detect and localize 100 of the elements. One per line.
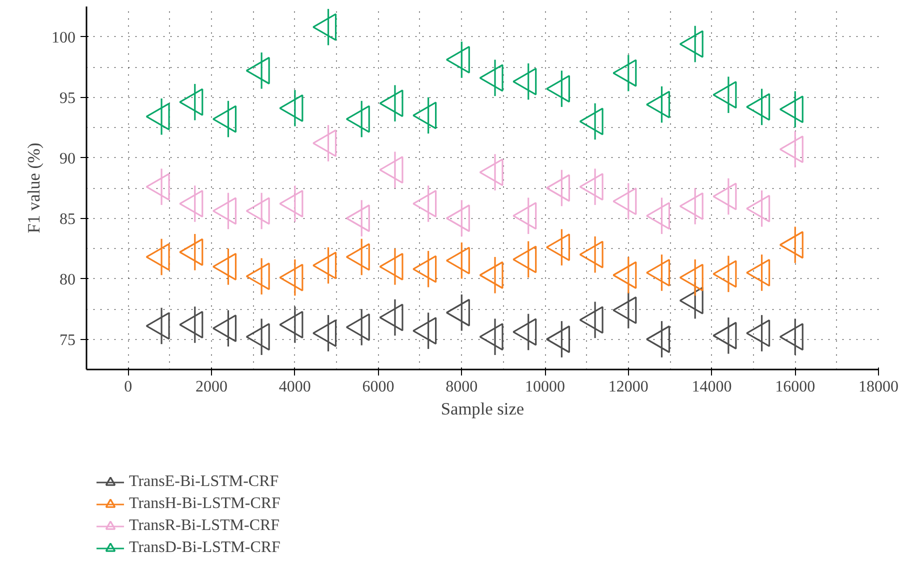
point <box>346 243 370 271</box>
point <box>379 156 404 184</box>
point <box>146 102 170 130</box>
y-tick-label: 80 <box>60 271 76 288</box>
point <box>412 190 437 218</box>
x-tick-label: 18000 <box>858 378 898 396</box>
point <box>446 298 470 326</box>
point <box>379 252 404 280</box>
point <box>746 93 770 121</box>
point <box>512 68 537 96</box>
point <box>179 238 204 266</box>
point <box>646 90 670 118</box>
point <box>746 319 770 347</box>
point <box>712 260 737 288</box>
point <box>279 190 304 218</box>
point <box>546 174 570 202</box>
point <box>479 261 504 289</box>
point <box>246 56 270 84</box>
point <box>646 258 670 286</box>
point <box>579 306 604 334</box>
point <box>512 318 537 346</box>
x-tick-label: 10000 <box>525 378 566 396</box>
point <box>412 102 437 130</box>
point <box>679 286 704 314</box>
point <box>179 310 204 339</box>
legend-label: TransE-Bi-LSTM-CRF <box>129 473 279 491</box>
point <box>246 323 270 351</box>
point <box>146 243 170 271</box>
point <box>346 105 370 133</box>
y-axis-title: F1 value (%) <box>24 142 44 234</box>
point <box>246 197 270 225</box>
legend-label: TransH-Bi-LSTM-CRF <box>129 495 280 513</box>
point <box>679 264 704 292</box>
x-tick-label: 2000 <box>196 378 228 396</box>
point <box>346 204 370 232</box>
point <box>779 231 804 259</box>
point <box>546 74 570 103</box>
point <box>379 90 404 118</box>
point <box>512 246 537 274</box>
point <box>246 262 270 290</box>
point <box>446 204 470 232</box>
legend-label: TransD-Bi-LSTM-CRF <box>129 539 280 557</box>
point <box>212 105 237 133</box>
point <box>279 310 304 339</box>
point <box>646 202 670 230</box>
point <box>546 233 570 262</box>
x-axis-title: Sample size <box>440 400 524 418</box>
y-tick-label: 90 <box>60 150 76 168</box>
y-tick-label: 85 <box>60 210 76 228</box>
point <box>146 172 170 201</box>
point <box>746 258 770 286</box>
point <box>779 135 804 164</box>
point <box>579 240 604 268</box>
point <box>212 197 237 225</box>
point <box>679 30 704 58</box>
legend-label: TransR-Bi-LSTM-CRF <box>129 517 280 535</box>
point <box>312 129 337 158</box>
point <box>446 246 470 274</box>
point <box>579 172 604 201</box>
point <box>346 313 370 341</box>
point <box>779 96 804 124</box>
x-tick-label: 14000 <box>692 378 732 396</box>
point <box>579 108 604 136</box>
x-tick-label: 16000 <box>775 378 816 396</box>
point <box>179 190 204 218</box>
point <box>712 182 737 210</box>
point <box>312 252 337 280</box>
y-tick-label: 75 <box>60 332 76 349</box>
point <box>312 13 337 41</box>
point <box>479 158 504 186</box>
point <box>279 264 304 292</box>
point <box>512 202 537 230</box>
x-tick-label: 8000 <box>446 378 478 396</box>
point <box>612 296 637 324</box>
point <box>646 325 670 354</box>
point <box>279 94 304 122</box>
point <box>146 312 170 340</box>
point <box>679 192 704 220</box>
point <box>379 304 404 332</box>
point <box>479 323 504 351</box>
point <box>712 322 737 350</box>
y-tick-label: 100 <box>52 29 76 46</box>
point <box>479 64 504 92</box>
point <box>612 188 637 216</box>
point <box>212 252 237 280</box>
point <box>412 255 437 283</box>
point <box>746 194 770 222</box>
point <box>546 325 570 354</box>
x-tick-label: 12000 <box>608 378 648 396</box>
x-tick-label: 4000 <box>278 378 311 396</box>
x-tick-label: 6000 <box>362 378 394 396</box>
point <box>312 319 337 347</box>
point <box>712 81 737 109</box>
point <box>412 316 437 345</box>
y-tick-label: 95 <box>60 90 76 107</box>
x-tick-label: 0 <box>124 378 132 396</box>
point <box>446 46 470 74</box>
point <box>212 314 237 342</box>
point <box>779 323 804 351</box>
point <box>612 59 637 87</box>
